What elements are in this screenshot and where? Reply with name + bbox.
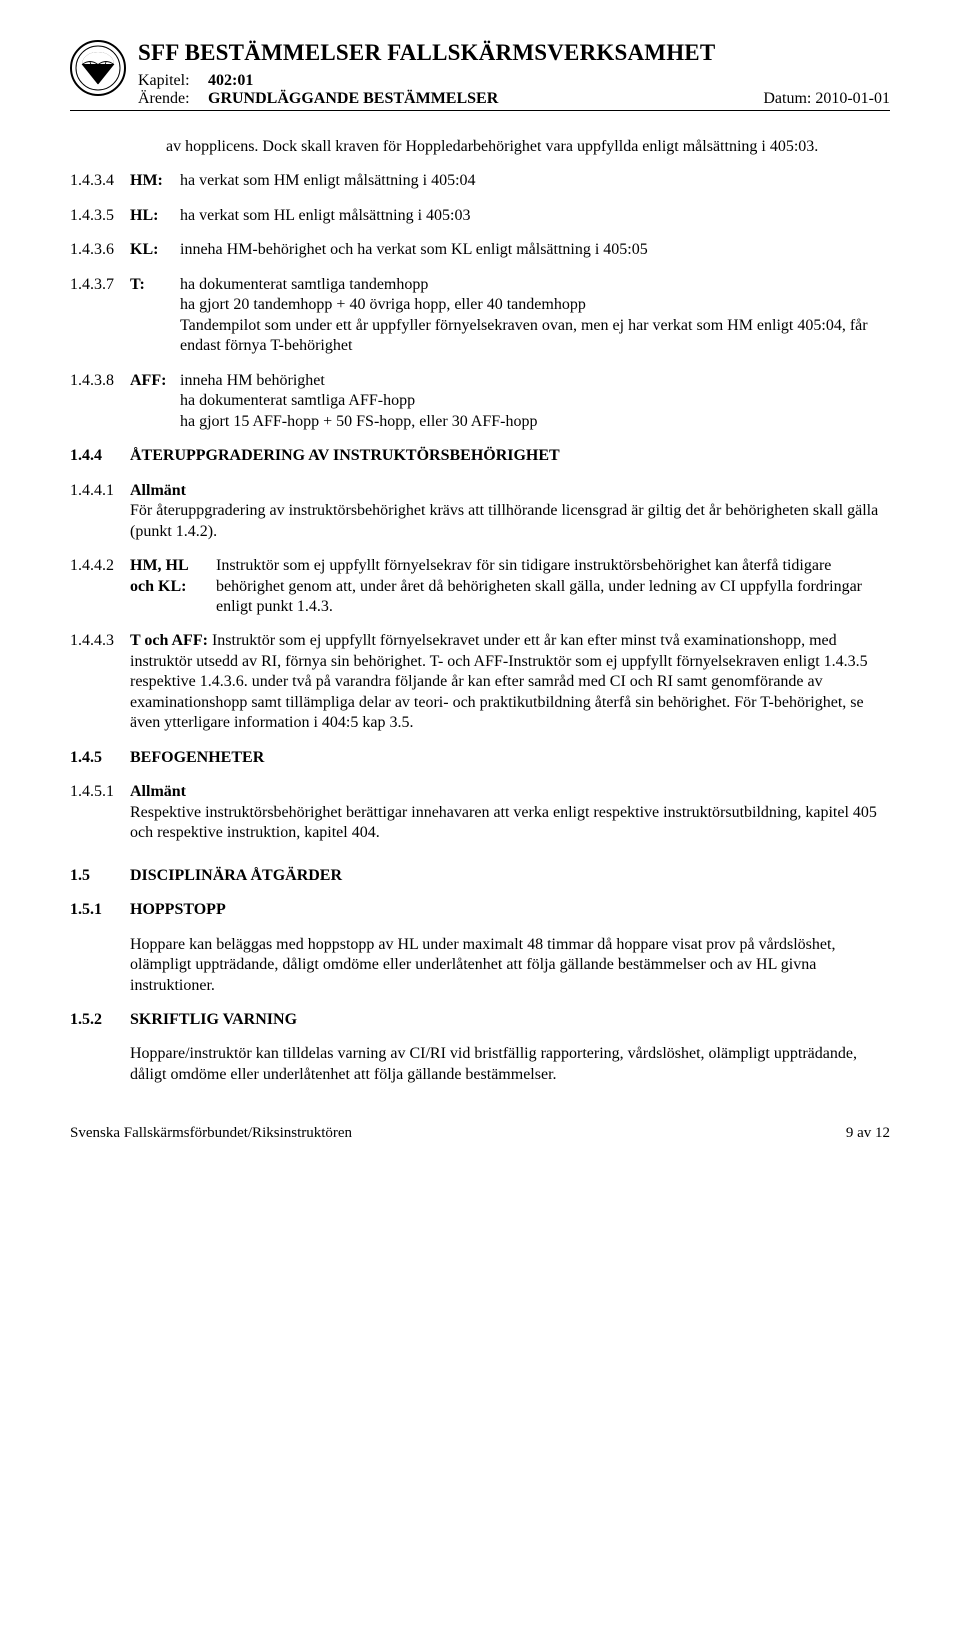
lbl-1443: T och AFF: <box>130 632 208 649</box>
datum-label: Datum: <box>763 90 811 107</box>
txt-1451: Respektive instruktörsbehörighet berätti… <box>130 804 877 841</box>
footer-left: Svenska Fallskärmsförbundet/Riksinstrukt… <box>70 1125 352 1142</box>
row-1435: 1.4.3.5 HL: ha verkat som HL enligt måls… <box>70 206 890 226</box>
row-1438: 1.4.3.8 AFF: inneha HM behörighet ha dok… <box>70 371 890 432</box>
row-1434: 1.4.3.4 HM: ha verkat som HM enligt måls… <box>70 171 890 191</box>
lbl-kl: KL: <box>130 240 180 260</box>
num-145: 1.4.5 <box>70 748 130 768</box>
heading-145: 1.4.5 BEFOGENHETER <box>70 748 890 768</box>
lbl-1441: Allmänt <box>130 482 186 499</box>
header-text-block: SFF BESTÄMMELSER FALLSKÄRMSVERKSAMHET Ka… <box>138 40 890 108</box>
document-body: av hopplicens. Dock skall kraven för Hop… <box>70 137 890 1085</box>
main-title: SFF BESTÄMMELSER FALLSKÄRMSVERKSAMHET <box>138 40 890 66</box>
num-1451: 1.4.5.1 <box>70 782 130 843</box>
num-1441: 1.4.4.1 <box>70 481 130 542</box>
htxt-144: ÅTERUPPGRADERING AV INSTRUKTÖRSBEHÖRIGHE… <box>130 446 890 466</box>
htxt-151: HOPPSTOPP <box>130 900 226 920</box>
lbl-t: T: <box>130 275 180 357</box>
row-1437: 1.4.3.7 T: ha dokumenterat samtliga tand… <box>70 275 890 357</box>
datum-block: Datum: 2010-01-01 <box>763 90 890 108</box>
txt-1437: ha dokumenterat samtliga tandemhopp ha g… <box>180 275 890 357</box>
arende-value: GRUNDLÄGGANDE BESTÄMMELSER <box>208 90 498 108</box>
para-151: Hoppare kan beläggas med hoppstopp av HL… <box>130 935 890 996</box>
num-1436: 1.4.3.6 <box>70 240 130 260</box>
heading-15: 1.5 DISCIPLINÄRA ÅTGÄRDER <box>70 866 890 886</box>
lbl-1442: HM, HL och KL: <box>130 556 216 617</box>
row-1441: 1.4.4.1 Allmänt För återuppgradering av … <box>70 481 890 542</box>
row-1451: 1.4.5.1 Allmänt Respektive instruktörsbe… <box>70 782 890 843</box>
arende-row: Ärende: GRUNDLÄGGANDE BESTÄMMELSER Datum… <box>138 90 890 108</box>
txt-1438: inneha HM behörighet ha dokumenterat sam… <box>180 371 890 432</box>
lbl-aff: AFF: <box>130 371 180 432</box>
document-page: SFF BESTÄMMELSER FALLSKÄRMSVERKSAMHET Ka… <box>0 0 960 1182</box>
num-1443: 1.4.4.3 <box>70 631 130 733</box>
num-152: 1.5.2 <box>70 1010 130 1030</box>
num-151: 1.5.1 <box>70 900 130 920</box>
num-144: 1.4.4 <box>70 446 130 466</box>
num-15: 1.5 <box>70 866 130 886</box>
heading-152: 1.5.2 SKRIFTLIG VARNING <box>70 1010 890 1030</box>
num-1438: 1.4.3.8 <box>70 371 130 432</box>
row-1442: 1.4.4.2 HM, HL och KL: Instruktör som ej… <box>70 556 890 617</box>
txt-1442: Instruktör som ej uppfyllt förnyelsekrav… <box>216 556 890 617</box>
para-152: Hoppare/instruktör kan tilldelas varning… <box>130 1044 890 1085</box>
txt-1436: inneha HM-behörighet och ha verkat som K… <box>180 240 890 260</box>
parachute-logo-icon <box>70 40 126 96</box>
num-1435: 1.4.3.5 <box>70 206 130 226</box>
lbl-hm: HM: <box>130 171 180 191</box>
txt-1443: Instruktör som ej uppfyllt förnyelsekrav… <box>130 632 868 731</box>
kapitel-value: 402:01 <box>208 72 253 90</box>
footer-right: 9 av 12 <box>846 1125 890 1142</box>
datum-value: 2010-01-01 <box>815 90 890 107</box>
row-1443: 1.4.4.3 T och AFF: Instruktör som ej upp… <box>70 631 890 733</box>
htxt-145: BEFOGENHETER <box>130 748 890 768</box>
heading-144: 1.4.4 ÅTERUPPGRADERING AV INSTRUKTÖRSBEH… <box>70 446 890 466</box>
subtxt-1451: Allmänt Respektive instruktörsbehörighet… <box>130 782 890 843</box>
txt-1434: ha verkat som HM enligt målsättning i 40… <box>180 171 890 191</box>
subtxt-1441: Allmänt För återuppgradering av instrukt… <box>130 481 890 542</box>
intro-paragraph: av hopplicens. Dock skall kraven för Hop… <box>166 137 890 157</box>
arende-left: Ärende: GRUNDLÄGGANDE BESTÄMMELSER <box>138 90 498 108</box>
lbl-hl: HL: <box>130 206 180 226</box>
document-header: SFF BESTÄMMELSER FALLSKÄRMSVERKSAMHET Ka… <box>70 40 890 111</box>
txt-1441: För återuppgradering av instruktörsbehör… <box>130 502 878 539</box>
heading-151: 1.5.1 HOPPSTOPP <box>70 900 890 920</box>
lbl-1451: Allmänt <box>130 783 186 800</box>
subtxt-1443: T och AFF: Instruktör som ej uppfyllt fö… <box>130 631 890 733</box>
kapitel-label: Kapitel: <box>138 72 208 90</box>
num-1442: 1.4.4.2 <box>70 556 130 617</box>
htxt-15: DISCIPLINÄRA ÅTGÄRDER <box>130 866 342 886</box>
page-footer: Svenska Fallskärmsförbundet/Riksinstrukt… <box>70 1125 890 1142</box>
num-1437: 1.4.3.7 <box>70 275 130 357</box>
num-1434: 1.4.3.4 <box>70 171 130 191</box>
arende-label: Ärende: <box>138 90 208 108</box>
txt-1435: ha verkat som HL enligt målsättning i 40… <box>180 206 890 226</box>
row-1436: 1.4.3.6 KL: inneha HM-behörighet och ha … <box>70 240 890 260</box>
kapitel-row: Kapitel: 402:01 <box>138 72 890 90</box>
htxt-152: SKRIFTLIG VARNING <box>130 1010 297 1030</box>
